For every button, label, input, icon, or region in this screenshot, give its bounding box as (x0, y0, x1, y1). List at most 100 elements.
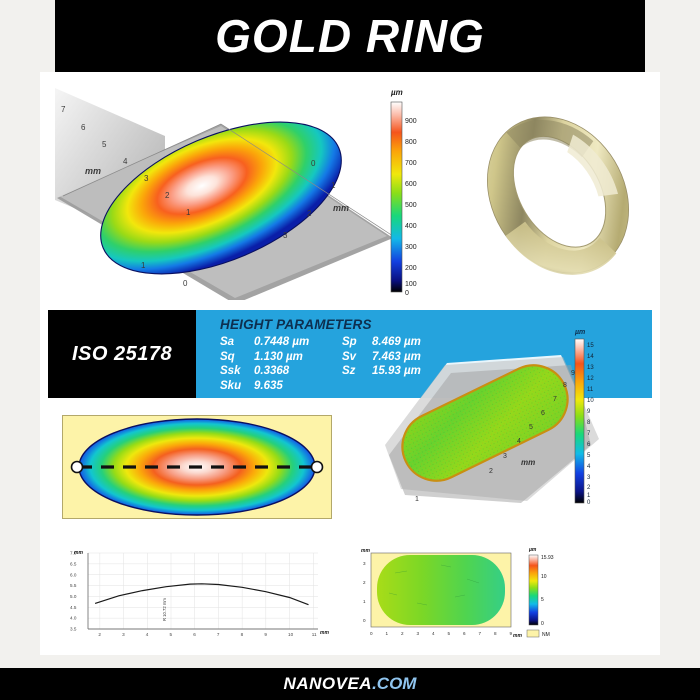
svg-text:400: 400 (405, 223, 417, 230)
cbar-min: 0 (541, 621, 544, 627)
param-val-sp: 8.469 µm (372, 336, 421, 348)
nm-label: NM (542, 632, 550, 638)
profile-xtick: 9 (264, 632, 267, 637)
svg-text:3: 3 (144, 174, 149, 183)
profile-ytick: 5.0 (70, 594, 77, 599)
param-val-sku: 9.635 (254, 379, 283, 392)
table-row: Sq 1.130 µm Sv 7.463 µm (220, 350, 421, 365)
param-val-sa: 0.7448 µm (254, 336, 310, 348)
svg-text:3: 3 (587, 475, 591, 481)
profile-endpoint-left (70, 460, 84, 474)
profile-ytick: 6.5 (70, 561, 77, 566)
map-ytick: 2 (363, 580, 366, 585)
svg-text:µm: µm (574, 329, 585, 336)
profile-xtick: 11 (312, 632, 317, 637)
svg-text:100: 100 (405, 281, 417, 288)
cbar-unit: µm (528, 547, 537, 553)
svg-text:500: 500 (405, 202, 417, 209)
svg-text:300: 300 (405, 244, 417, 251)
map-xtick: 6 (463, 631, 466, 636)
form-colormap (62, 415, 332, 519)
map-xtick: 4 (432, 631, 435, 636)
nm-swatch (526, 629, 540, 638)
svg-text:7: 7 (553, 396, 557, 403)
svg-text:µm: µm (390, 88, 403, 97)
svg-text:15: 15 (587, 343, 594, 349)
param-key-sq: Sq (220, 350, 235, 363)
svg-text:1: 1 (186, 208, 191, 217)
profile-ylabel: mm (74, 550, 83, 556)
profile-annotation: R 10.72 mm (162, 598, 167, 621)
param-val-sz: 15.93 µm (372, 365, 421, 377)
svg-text:1: 1 (415, 496, 419, 503)
profile-endpoint-right (310, 460, 324, 474)
param-val-ssk: 0.3368 (254, 365, 290, 377)
map-xtick: 2 (401, 631, 404, 636)
svg-text:8: 8 (587, 420, 591, 426)
svg-text:900: 900 (405, 118, 417, 125)
profile-ytick: 4.0 (70, 616, 77, 621)
map-xtick: 7 (479, 631, 482, 636)
map-ylabel: mm (361, 548, 370, 554)
brand-tld: .COM (372, 674, 417, 693)
table-row: Sa 0.7448 µm Sp 8.469 µm (220, 335, 421, 350)
svg-text:mm: mm (85, 166, 101, 176)
param-key-sv: Sv (342, 350, 357, 363)
map-xtick: 0 (370, 631, 373, 636)
svg-text:2: 2 (587, 485, 591, 491)
map-xlabel: mm (513, 633, 522, 639)
param-key-sku: Sku (220, 379, 242, 392)
table-row: Ssk 0.3368 Sz 15.93 µm (220, 364, 421, 379)
svg-text:5: 5 (102, 140, 107, 149)
height-parameters-title: HEIGHT PARAMETERS (220, 317, 372, 332)
svg-text:5: 5 (587, 453, 591, 459)
profile-xlabel: mm (320, 630, 329, 636)
svg-text:4: 4 (123, 157, 128, 166)
svg-text:6: 6 (541, 410, 545, 417)
map-ytick: 1 (363, 599, 366, 604)
svg-text:14: 14 (587, 354, 594, 360)
param-val-sq: 1.130 µm (254, 350, 303, 363)
param-key-sz: Sz (342, 365, 356, 377)
profile-xtick: 4 (146, 632, 149, 637)
footer-bar: NANOVEA .COM (0, 668, 700, 700)
profile-ytick: 6.0 (70, 572, 77, 577)
svg-text:6: 6 (587, 442, 591, 448)
svg-text:200: 200 (405, 265, 417, 272)
table-row: Sku 9.635 (220, 379, 421, 394)
profile-xtick: 8 (241, 632, 244, 637)
profile-xtick: 6 (193, 632, 196, 637)
svg-text:9: 9 (571, 370, 575, 377)
profile-xtick: 3 (122, 632, 125, 637)
profile-ytick: 3.5 (70, 627, 77, 632)
svg-text:9: 9 (587, 409, 591, 415)
header-bar: GOLD RING (55, 0, 645, 72)
map-xtick: 5 (448, 631, 451, 636)
svg-text:3: 3 (283, 231, 288, 240)
brand-name: NANOVEA (283, 674, 373, 693)
map-xtick: 1 (386, 631, 389, 636)
svg-text:0: 0 (587, 500, 591, 506)
map-xtick: 9 (510, 631, 513, 636)
svg-text:2: 2 (307, 209, 312, 218)
form-3d-plot: 7 6 5 4 3 2 1 mm 0 1 2 3 mm 1 0 900 800 700 600 5… (45, 78, 435, 300)
svg-text:2: 2 (165, 191, 170, 200)
map-ytick: 0 (363, 618, 366, 623)
profile-ytick: 7.0 (70, 551, 77, 556)
svg-text:8: 8 (563, 382, 567, 389)
svg-text:4: 4 (587, 464, 591, 470)
svg-text:mm: mm (521, 458, 535, 467)
profile-ytick: 4.5 (70, 605, 77, 610)
map-xtick: 8 (494, 631, 497, 636)
param-key-ssk: Ssk (220, 365, 241, 377)
svg-text:0: 0 (183, 279, 188, 288)
profile-ytick: 5.5 (70, 583, 77, 588)
param-val-sv: 7.463 µm (372, 350, 421, 363)
profile-xtick: 10 (288, 632, 294, 637)
svg-text:2: 2 (489, 468, 493, 475)
svg-text:1: 1 (587, 493, 591, 499)
svg-text:7: 7 (587, 431, 591, 437)
